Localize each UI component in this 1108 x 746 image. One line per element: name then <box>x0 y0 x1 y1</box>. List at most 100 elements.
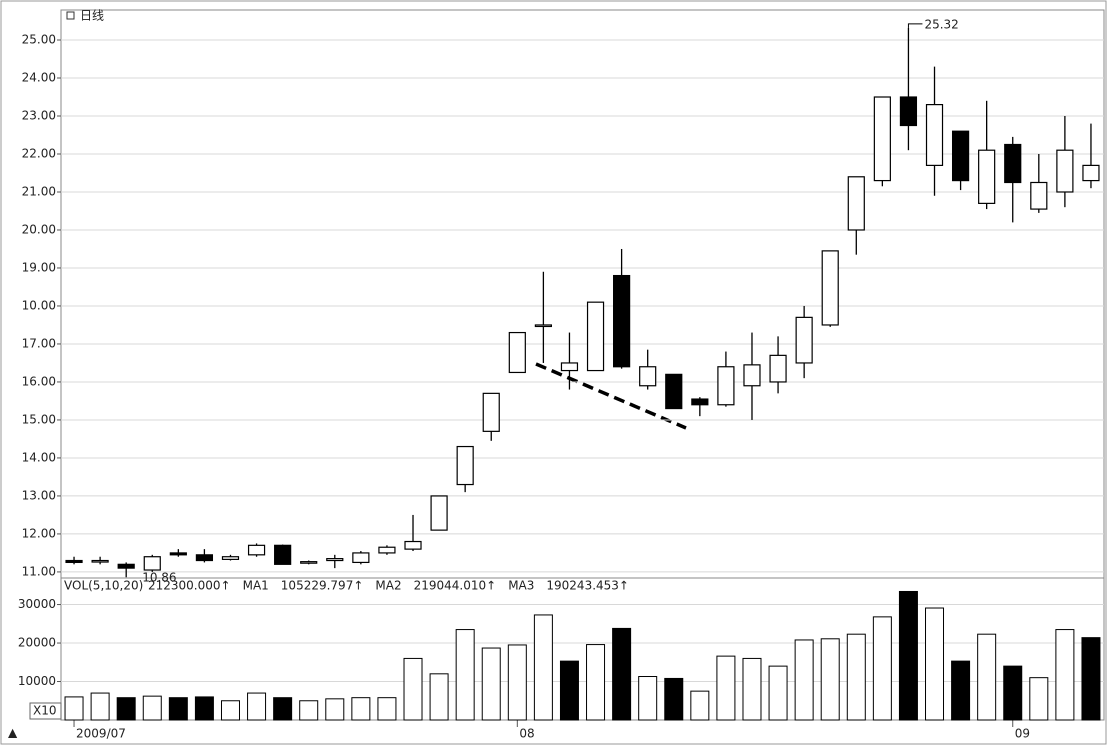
volume-bar <box>377 697 397 721</box>
candle-body <box>143 556 161 571</box>
volume-bar <box>612 627 632 721</box>
volume-header: 190243.453↑ <box>546 579 629 593</box>
volume-bar <box>247 692 267 721</box>
volume-bar <box>455 629 475 721</box>
candle-body <box>508 331 526 374</box>
volume-bar <box>90 692 110 721</box>
volume-bar <box>481 647 501 721</box>
volume-bar <box>299 700 319 721</box>
candle-body <box>691 398 709 406</box>
volume-bar <box>220 700 240 721</box>
y-tick-label: 22.00 <box>22 146 56 160</box>
min-label: 10.86 <box>142 571 176 585</box>
y-tick-label: 17.00 <box>22 336 56 350</box>
volume-bar <box>273 697 293 721</box>
y-tick-label: 30000 <box>18 597 56 611</box>
x-tick-label: 09 <box>1015 727 1030 741</box>
volume-bar <box>194 696 214 721</box>
candle-body <box>743 364 761 387</box>
candle-body <box>91 559 109 563</box>
volume-bar <box>533 614 553 721</box>
volume-bar <box>638 676 658 721</box>
candle-body <box>1082 164 1100 182</box>
volume-bar <box>325 698 345 721</box>
y-tick-label: 16.00 <box>22 374 56 388</box>
volume-bar <box>872 616 892 721</box>
candle-body <box>352 552 370 564</box>
unit-label: X10 <box>33 704 57 718</box>
volume-bar <box>846 633 866 721</box>
y-tick-label: 24.00 <box>22 71 56 85</box>
volume-bar <box>64 696 84 721</box>
volume-bar <box>142 695 162 721</box>
candle-body <box>65 559 83 564</box>
candle-body <box>639 366 657 387</box>
volume-bar <box>586 644 606 721</box>
volume-bar <box>716 655 736 721</box>
candle-body <box>378 546 396 554</box>
volume-bar <box>768 665 788 721</box>
volume-bar <box>429 673 449 721</box>
volume-bar <box>507 644 527 721</box>
candle-body <box>925 104 944 166</box>
volume-header: 212300.000↑ <box>148 579 231 593</box>
volume-bar <box>116 697 136 721</box>
volume-bar <box>1055 629 1075 721</box>
max-leader <box>907 23 923 28</box>
volume-header: 105229.797↑ <box>281 579 364 593</box>
volume-header: MA1 <box>243 579 269 593</box>
candle-body <box>430 495 448 531</box>
candle-body <box>899 96 918 127</box>
y-tick-label: 21.00 <box>22 184 56 198</box>
chart-title: 日线 <box>80 9 104 23</box>
y-tick-label: 14.00 <box>22 450 56 464</box>
volume-bar <box>925 607 945 721</box>
candle-body <box>717 366 735 406</box>
candle-body <box>951 130 970 182</box>
candle-body <box>873 96 891 182</box>
y-tick-label: 15.00 <box>22 412 56 426</box>
y-tick-label: 11.00 <box>22 564 56 578</box>
footer-arrow: ▲ <box>8 726 18 740</box>
candle-body <box>1056 149 1074 193</box>
volume-bar <box>351 697 371 721</box>
candle-body <box>821 250 839 326</box>
volume-bar <box>794 639 814 721</box>
y-tick-label: 19.00 <box>22 260 56 274</box>
volume-bar <box>1003 665 1023 721</box>
candle-body <box>560 362 579 372</box>
volume-bar <box>403 657 423 721</box>
volume-bar <box>898 590 918 721</box>
y-tick-label: 13.00 <box>22 488 56 502</box>
volume-bar <box>977 633 997 721</box>
volume-bar <box>664 677 684 721</box>
candle-body <box>1004 143 1022 184</box>
volume-bar <box>1081 637 1101 721</box>
volume-bar <box>168 697 188 721</box>
unit-box <box>29 702 62 720</box>
candle-body <box>117 563 135 569</box>
volume-bar <box>690 690 710 721</box>
volume-bar <box>820 638 840 721</box>
volume-bar <box>742 657 762 721</box>
candle-body <box>404 540 422 550</box>
candle-body <box>847 176 865 231</box>
volume-bar <box>951 660 971 721</box>
candle-body <box>274 544 292 565</box>
max-label: 25.32 <box>924 17 958 31</box>
x-tick-label: 2009/07 <box>76 727 126 741</box>
y-tick-label: 23.00 <box>22 109 56 123</box>
candle-body <box>1030 181 1048 210</box>
candle-body <box>247 544 266 556</box>
candle-body <box>665 373 683 410</box>
y-tick-label: 20000 <box>18 636 56 650</box>
title-icon <box>66 11 75 20</box>
candle-body <box>456 445 474 486</box>
price-panel <box>60 9 1105 579</box>
y-tick-label: 25.00 <box>22 33 56 47</box>
candle-body <box>300 561 318 564</box>
volume-panel <box>60 577 1105 721</box>
volume-header: MA2 <box>375 579 401 593</box>
